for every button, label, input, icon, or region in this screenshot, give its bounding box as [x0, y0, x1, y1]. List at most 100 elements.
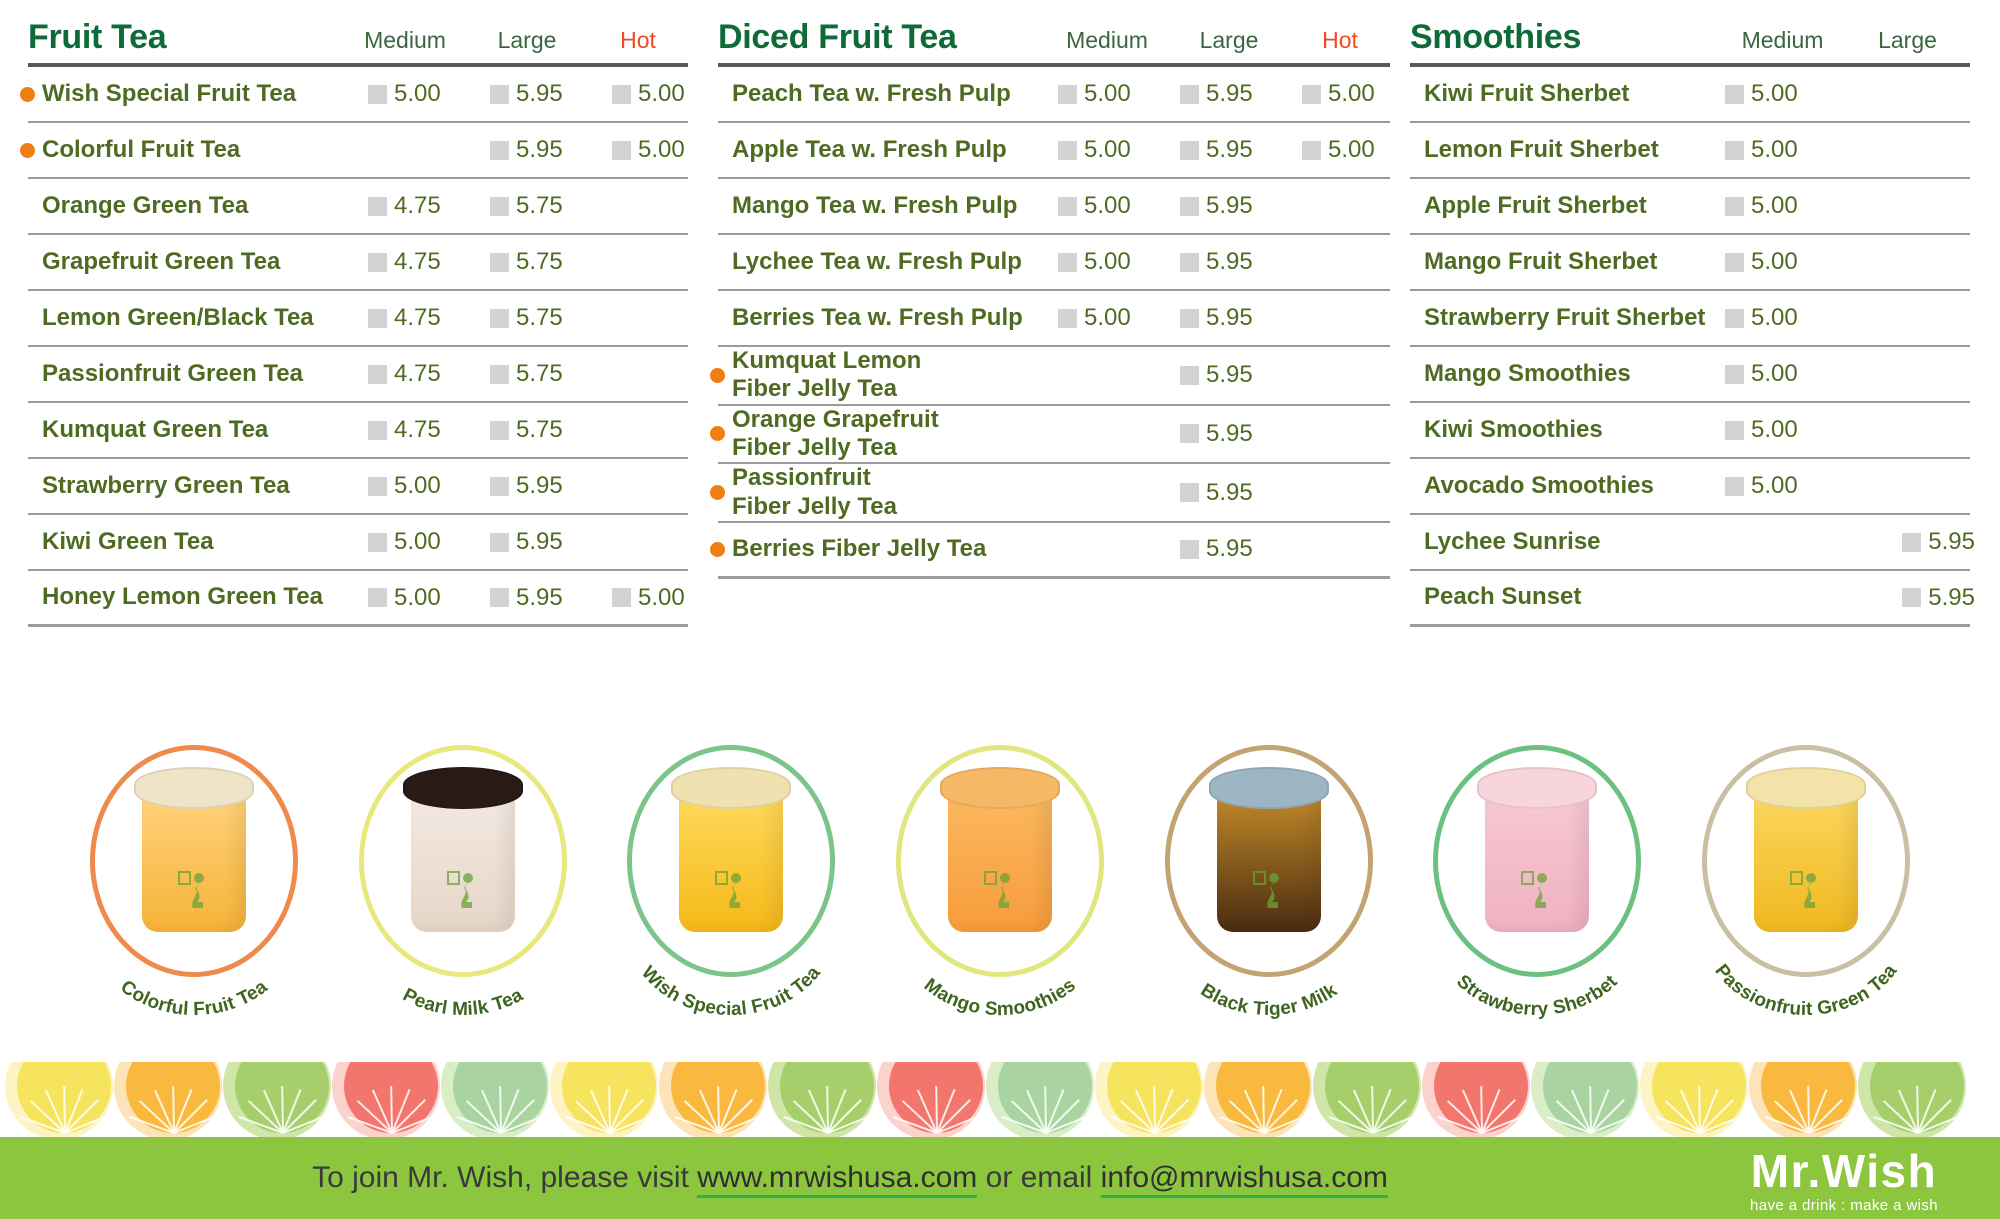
size-header-hot: Hot [620, 27, 656, 53]
price-cell: 4.75 [368, 416, 490, 444]
slice-rind [1749, 1062, 1857, 1140]
item-name: Lemon Green/Black Tea [42, 303, 314, 331]
menu-item-row[interactable]: Lemon Green/Black Tea 4.75 5.75 [28, 291, 688, 347]
price-cell: 5.00 [1725, 80, 1850, 108]
price-swatch-icon [1725, 252, 1744, 272]
menu-item-row[interactable]: Avocado Smoothies 5.00 [1410, 459, 1970, 515]
menu-item-row[interactable]: Orange Green Tea 4.75 5.75 [28, 179, 688, 235]
photo-caption: Pearl Milk Tea [399, 984, 526, 1020]
menu-item-row[interactable]: Wish Special Fruit Tea 5.00 5.95 5.00 [20, 67, 688, 123]
menu-item-row[interactable]: Lychee Tea w. Fresh Pulp 5.00 5.95 [718, 235, 1390, 291]
size-header-medium: Medium [1741, 27, 1824, 53]
price-cell: 4.75 [368, 248, 490, 276]
menu-item-row[interactable]: Orange Grapefruit Fiber Jelly Tea 5.95 [710, 405, 1390, 465]
photo-caption: Strawberry Sherbet [1453, 971, 1623, 1020]
price-value: 5.95 [516, 472, 563, 499]
price-swatch-icon [368, 196, 387, 216]
item-name-cell: Strawberry Fruit Sherbet [1410, 304, 1725, 332]
item-name: Strawberry Green Tea [42, 471, 290, 499]
item-name-cell: Strawberry Green Tea [28, 472, 368, 500]
product-photo-card[interactable]: Strawberry Sherbet [1428, 735, 1646, 1020]
price-cell: 5.00 [1058, 248, 1180, 276]
price-swatch-icon [1180, 539, 1199, 559]
menu-rows: Wish Special Fruit Tea 5.00 5.95 5.00 Colorf… [20, 63, 688, 627]
price-value: 5.95 [1206, 419, 1253, 447]
menu-item-row[interactable]: Kiwi Green Tea 5.00 5.95 [28, 515, 688, 571]
lime-slice [1526, 1062, 1644, 1140]
menu-item-row[interactable]: Kiwi Smoothies 5.00 [1410, 403, 1970, 459]
product-photo-card[interactable]: Black Tiger Milk [1160, 735, 1378, 1020]
signature-dot-icon [710, 485, 725, 501]
price-swatch-icon [368, 420, 387, 440]
item-name-cell: Lychee Sunrise [1410, 528, 1725, 556]
menu-column-smoothies: Smoothies Medium Large Kiwi Fruit Sherbe… [1400, 18, 2000, 698]
photo-caption: Mango Smoothies [920, 975, 1080, 1021]
product-photo-card[interactable]: Pearl Milk Tea [354, 735, 572, 1020]
slice-flesh [344, 1062, 438, 1134]
menu-item-row[interactable]: Kumquat Lemon Fiber Jelly Tea 5.95 [710, 347, 1390, 406]
cup-topping-lid [1208, 767, 1329, 809]
price-value: 5.00 [1084, 136, 1131, 163]
signature-dot-icon [20, 142, 35, 158]
price-cell: 5.00 [1058, 304, 1180, 332]
product-photo-card[interactable]: Passionfruit Green Tea [1697, 735, 1915, 1020]
price-value: 5.95 [1206, 192, 1253, 219]
menu-item-row[interactable]: Honey Lemon Green Tea 5.00 5.95 5.00 [28, 571, 688, 627]
item-name: Lychee Tea w. Fresh Pulp [732, 247, 1022, 275]
price-cell [368, 141, 490, 160]
menu-item-row[interactable]: Kumquat Green Tea 4.75 5.75 [28, 403, 688, 459]
cup-topping-lid [134, 767, 254, 809]
mr-wish-cup-logo-icon [177, 870, 211, 910]
menu-item-row[interactable]: Peach Tea w. Fresh Pulp 5.00 5.95 5.00 [718, 67, 1390, 123]
price-cell: 5.95 [1180, 248, 1302, 276]
photo-ring [627, 745, 836, 977]
website-link[interactable]: www.mrwishusa.com [697, 1161, 978, 1198]
price-cell: 5.00 [1725, 192, 1850, 220]
price-swatch-icon [490, 140, 509, 160]
menu-item-row[interactable]: Strawberry Fruit Sherbet 5.00 [1410, 291, 1970, 347]
price-cell: 5.95 [490, 136, 612, 164]
slice-rind [1313, 1062, 1421, 1140]
product-photo-card[interactable]: Mango Smoothies [891, 735, 1109, 1020]
price-cell: 4.75 [368, 304, 490, 332]
menu-item-row[interactable]: Lychee Sunrise 5.95 [1410, 515, 1975, 571]
price-value: 5.00 [1751, 360, 1798, 387]
product-photo-card[interactable]: Colorful Fruit Tea [85, 735, 303, 1020]
item-name: Lemon Fruit Sherbet [1424, 135, 1659, 163]
price-value: 5.95 [1206, 535, 1253, 563]
item-name: Lychee Sunrise [1424, 527, 1601, 555]
slice-rind [441, 1062, 549, 1140]
menu-item-row[interactable]: Colorful Fruit Tea 5.95 5.00 [20, 123, 688, 179]
menu-item-row[interactable]: Apple Tea w. Fresh Pulp 5.00 5.95 5.00 [718, 123, 1390, 179]
menu-item-row[interactable]: Strawberry Green Tea 5.00 5.95 [28, 459, 688, 515]
slice-rind [1858, 1062, 1966, 1140]
cup-body [410, 792, 515, 932]
menu-item-row[interactable]: Mango Fruit Sherbet 5.00 [1410, 235, 1970, 291]
slice-flesh [235, 1062, 329, 1134]
menu-item-row[interactable]: Mango Smoothies 5.00 [1410, 347, 1970, 403]
price-value: 5.00 [1751, 304, 1798, 331]
menu-item-row[interactable]: Berries Fiber Jelly Tea 5.95 [710, 523, 1390, 579]
mr-wish-cup-logo-icon [1252, 870, 1286, 910]
menu-item-row[interactable]: Apple Fruit Sherbet 5.00 [1410, 179, 1970, 235]
price-cell: 5.00 [368, 80, 490, 108]
menu-item-row[interactable]: Passionfruit Green Tea 4.75 5.75 [28, 347, 688, 403]
menu-item-row[interactable]: Peach Sunset 5.95 [1410, 571, 1975, 627]
email-link[interactable]: info@mrwishusa.com [1100, 1161, 1388, 1198]
menu-item-row[interactable]: Lemon Fruit Sherbet 5.00 [1410, 123, 1970, 179]
size-header-hot: Hot [1322, 27, 1358, 53]
price-cell: 5.00 [368, 584, 490, 612]
price-value: 5.00 [1328, 80, 1375, 107]
menu-item-row[interactable]: Kiwi Fruit Sherbet 5.00 [1410, 67, 1970, 123]
menu-item-row[interactable]: Mango Tea w. Fresh Pulp 5.00 5.95 [718, 179, 1390, 235]
menu-item-row[interactable]: Berries Tea w. Fresh Pulp 5.00 5.95 [718, 291, 1390, 347]
menu-item-row[interactable]: Passionfruit Fiber Jelly Tea 5.95 [710, 464, 1390, 523]
menu-item-row[interactable]: Grapefruit Green Tea 4.75 5.75 [28, 235, 688, 291]
item-name: Orange Grapefruit Fiber Jelly Tea [732, 405, 939, 461]
item-name: Peach Sunset [1424, 583, 1582, 611]
product-photo-card[interactable]: Wish Special Fruit Tea [622, 735, 840, 1020]
footer-middle: or email [977, 1161, 1101, 1194]
price-cell [1850, 197, 1975, 216]
cup-body [142, 792, 246, 932]
mr-wish-cup-logo-icon [983, 870, 1017, 910]
